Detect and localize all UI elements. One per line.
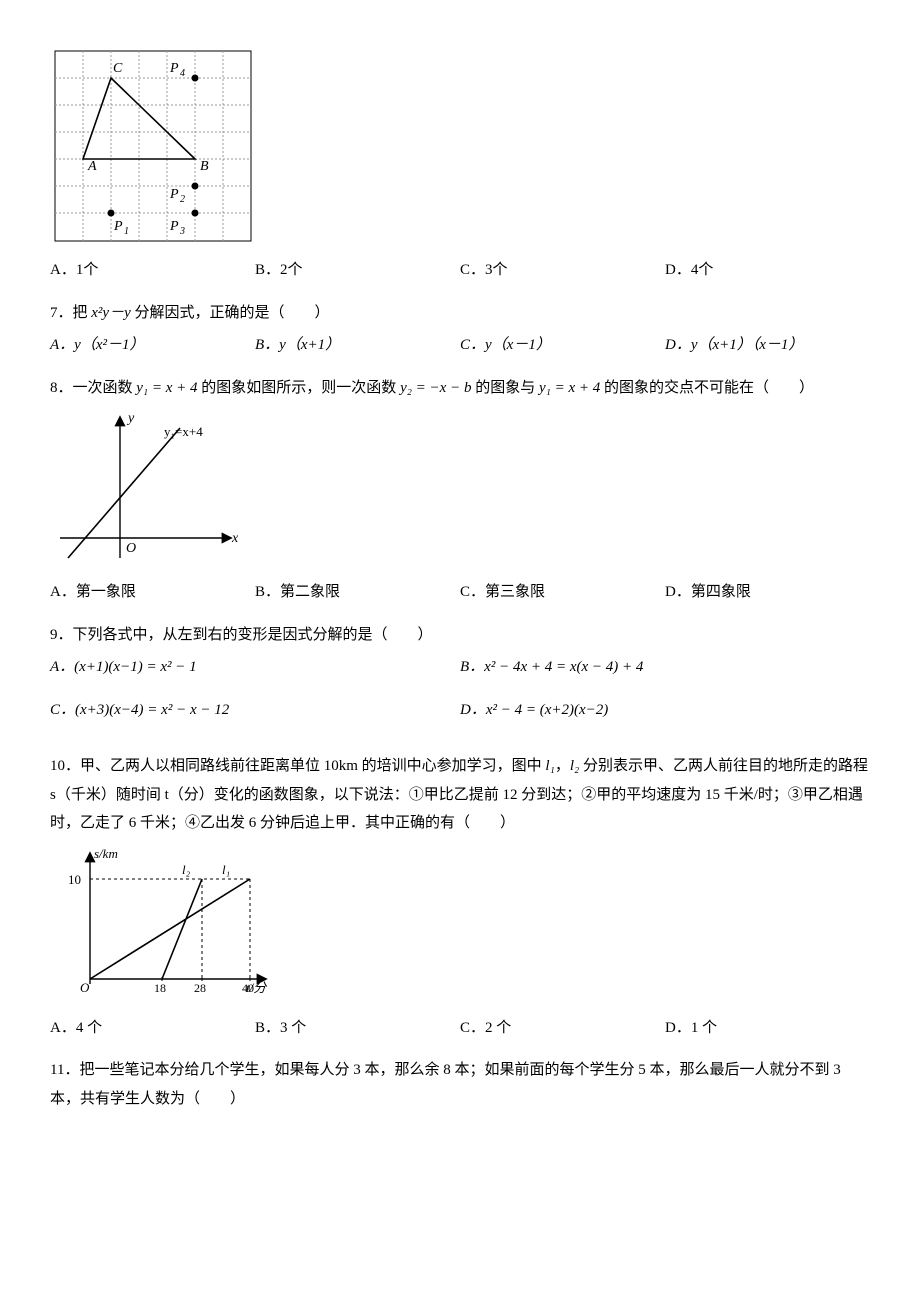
q9-options: A．(x+1)(x−1) = x² − 1 B．x² − 4x + 4 = x(… [50,653,870,738]
question-6: A B C P 4 P 2 P 3 P 1 A．1个 B．2个 C．3个 D．4… [50,46,870,285]
q8-stem: 8．一次函数 y₁ = x + 4 的图象如图所示，则一次函数 y₂ = −x … [50,374,870,403]
question-11: 11．把一些笔记本分给几个学生，如果每人分 3 本，那么余 8 本；如果前面的每… [50,1056,870,1113]
q6-option-a: A．1个 [50,256,255,285]
svg-text:P: P [169,187,179,202]
q9-stem: 9．下列各式中，从左到右的变形是因式分解的是（ ） [50,621,870,650]
svg-text:P: P [113,219,123,234]
question-10: 10．甲、乙两人以相同路线前往距离单位 10km 的培训中心参加学习，图中 l₁… [50,752,870,1042]
q8-y2: y₂ = −x − b [400,380,471,396]
svg-text:1: 1 [124,226,129,237]
q10-a: 10．甲、乙两人以相同路线前往距离单位 10km 的培训中心参加学习，图中 [50,758,545,774]
q6-option-b: B．2个 [255,256,460,285]
q9-option-a: A．(x+1)(x−1) = x² − 1 [50,653,460,682]
q8-line-label: y₁=x+4 [164,424,203,439]
q8-option-c: C．第三象限 [460,578,665,607]
q10-l1-label: l₁ [222,862,230,877]
q7-option-d: D．y（x+1）（x－1） [665,331,870,360]
q10-ytick: 10 [68,872,81,887]
q10-options: A．4 个 B．3 个 C．2 个 D．1 个 [50,1014,870,1043]
svg-text:4: 4 [180,68,185,79]
q7-options: A．y（x²－1） B．y（x+1） C．y（x－1） D．y（x+1）（x－1… [50,331,870,360]
q10-xt28: 28 [194,981,206,995]
q10-l1: l₁ [545,758,554,774]
q6-option-d: D．4个 [665,256,870,285]
q10-option-d: D．1 个 [665,1014,870,1043]
svg-text:P: P [169,219,179,234]
q7-option-a: A．y（x²－1） [50,331,255,360]
q8-figure: x y O y₁=x+4 [50,408,870,568]
svg-text:B: B [200,159,209,174]
q8-option-a: A．第一象限 [50,578,255,607]
q8-xlabel: x [231,531,239,546]
q10-figure: O s/km t/分 10 18 28 40 l₁ l₂ [50,844,870,1004]
q10-option-a: A．4 个 [50,1014,255,1043]
svg-text:A: A [87,159,97,174]
svg-text:2: 2 [180,194,185,205]
q7-prefix: 7．把 [50,305,91,321]
q10-stem: 10．甲、乙两人以相同路线前往距离单位 10km 的培训中心参加学习，图中 l₁… [50,752,870,838]
q8-option-d: D．第四象限 [665,578,870,607]
q10-l2: l₂ [570,758,579,774]
q8-a: 8．一次函数 [50,380,136,396]
q8-y1: y₁ = x + 4 [136,380,197,396]
question-7: 7．把 x²y－y 分解因式，正确的是（ ） A．y（x²－1） B．y（x+1… [50,299,870,360]
q10-option-b: B．3 个 [255,1014,460,1043]
q7-option-c: C．y（x－1） [460,331,665,360]
q7-expr: x²y－y [91,305,130,321]
q6-figure: A B C P 4 P 2 P 3 P 1 [50,46,870,246]
question-8: 8．一次函数 y₁ = x + 4 的图象如图所示，则一次函数 y₂ = −x … [50,374,870,607]
q7-stem: 7．把 x²y－y 分解因式，正确的是（ ） [50,299,870,328]
q8-option-b: B．第二象限 [255,578,460,607]
q10-comma: ， [555,758,570,774]
q7-option-b: B．y（x+1） [255,331,460,360]
svg-text:3: 3 [179,226,185,237]
q8-b: 的图象如图所示，则一次函数 [198,380,401,396]
q9-option-d: D．x² − 4 = (x+2)(x−2) [460,696,870,725]
q8-ylabel: y [126,411,135,426]
q8-y1b: y₁ = x + 4 [539,380,600,396]
q10-xt18: 18 [154,981,166,995]
q9-option-c: C．(x+3)(x−4) = x² − x − 12 [50,696,460,725]
question-9: 9．下列各式中，从左到右的变形是因式分解的是（ ） A．(x+1)(x−1) =… [50,621,870,739]
q11-stem: 11．把一些笔记本分给几个学生，如果每人分 3 本，那么余 8 本；如果前面的每… [50,1056,870,1113]
q10-l2-label: l₂ [182,862,191,877]
q10-xt40: 40 [242,981,254,995]
q10-ylabel: s/km [94,846,118,861]
q8-origin: O [126,541,136,556]
q6-options: A．1个 B．2个 C．3个 D．4个 [50,256,870,285]
svg-text:C: C [113,61,123,76]
q8-c: 的图象与 [471,380,539,396]
q10-origin: O [80,980,90,995]
q6-option-c: C．3个 [460,256,665,285]
q8-options: A．第一象限 B．第二象限 C．第三象限 D．第四象限 [50,578,870,607]
q9-option-b: B．x² − 4x + 4 = x(x − 4) + 4 [460,653,870,682]
svg-text:P: P [169,61,179,76]
q7-suffix: 分解因式，正确的是（ ） [131,305,330,321]
q8-d: 的图象的交点不可能在（ ） [600,380,814,396]
q10-option-c: C．2 个 [460,1014,665,1043]
